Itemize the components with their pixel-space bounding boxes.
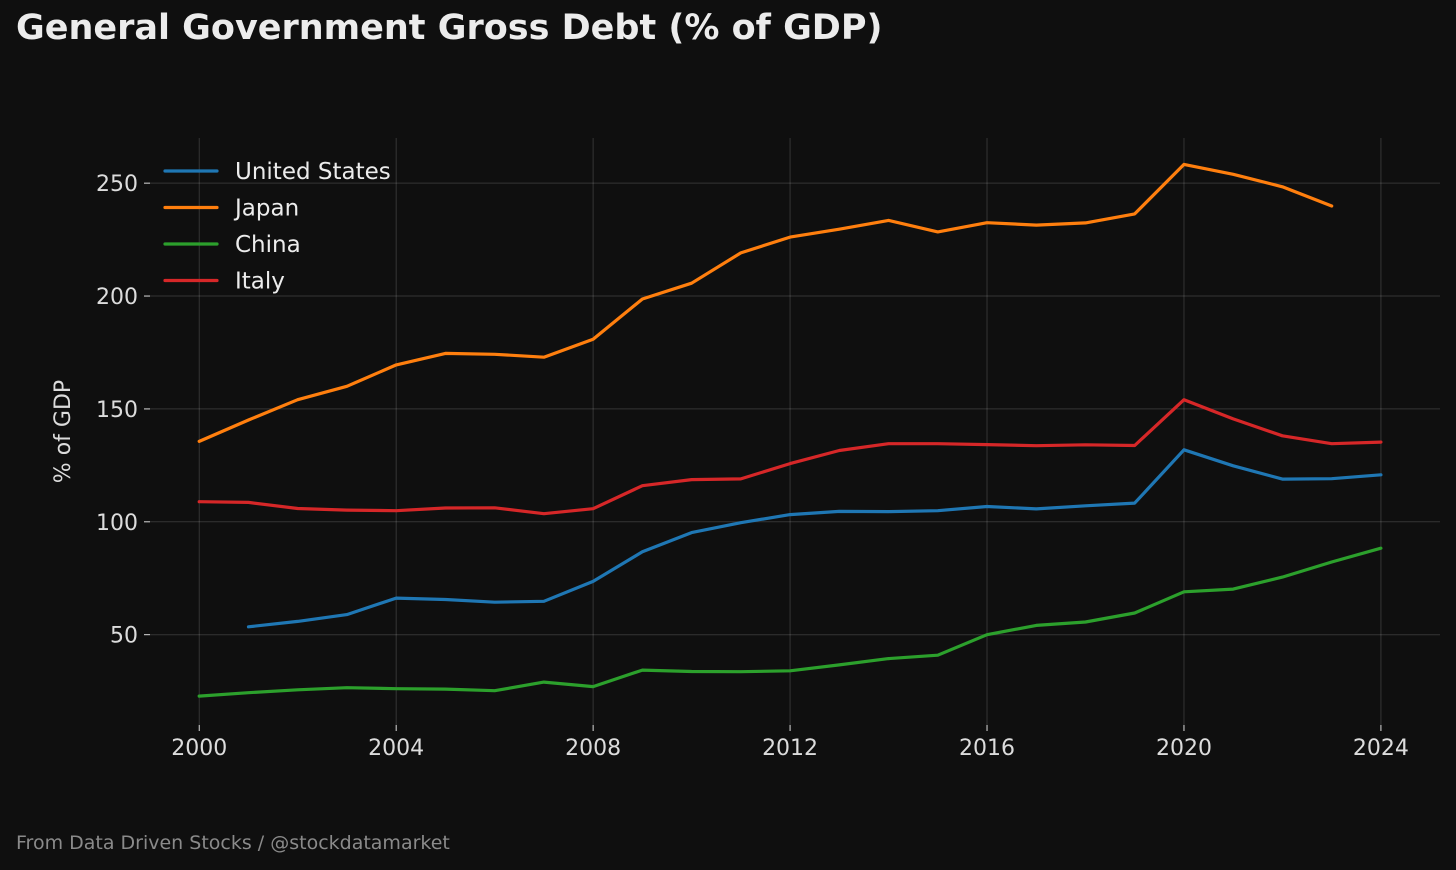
x-tick-label: 2020: [1156, 736, 1212, 761]
legend: United States Japan China Italy: [163, 159, 391, 295]
y-tick-label: 250: [96, 172, 138, 197]
legend-label-japan: Japan: [233, 196, 299, 222]
chart-title: General Government Gross Debt (% of GDP): [16, 8, 883, 48]
y-tick-label: 200: [96, 285, 138, 310]
x-tick-label: 2016: [959, 736, 1015, 761]
x-tick-label: 2012: [762, 736, 818, 761]
y-tick-label: 50: [110, 624, 138, 649]
y-axis-label: % of GDP: [51, 380, 76, 483]
x-tick-label: 2000: [171, 736, 227, 761]
series-line-china: [197, 546, 1383, 698]
y-tick-label: 150: [96, 398, 138, 423]
source-credit: From Data Driven Stocks / @stockdatamark…: [16, 832, 450, 854]
legend-label-united-states: United States: [235, 159, 391, 185]
x-tick-label: 2004: [368, 736, 424, 761]
grid: [150, 138, 1440, 725]
legend-label-italy: Italy: [235, 269, 285, 295]
y-tick-label: 100: [96, 511, 138, 536]
series-lines: [197, 162, 1383, 698]
axes: 2000 2004 2008 2012 2016 2020 2024 50 100 150 200 2…: [51, 172, 1409, 761]
x-tick-label: 2024: [1353, 736, 1409, 761]
series-line-japan: [197, 162, 1334, 443]
legend-label-china: China: [235, 232, 301, 258]
series-line-italy: [197, 398, 1383, 516]
series-line-united-states: [246, 448, 1383, 629]
x-tick-label: 2008: [565, 736, 621, 761]
